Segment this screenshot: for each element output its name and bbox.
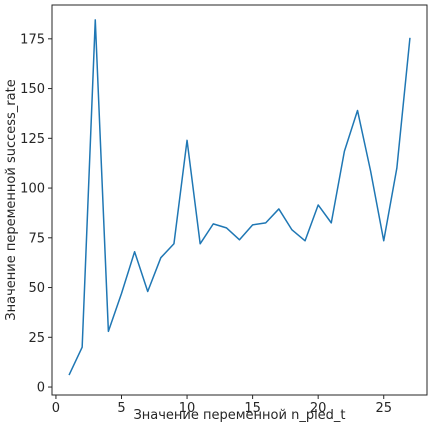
y-axis-ticks: 0 25 50 75 100 125 150 175 [20,32,52,396]
y-tick-label: 100 [20,182,45,197]
y-tick-label: 25 [28,331,45,346]
x-tick-label: 25 [375,401,392,416]
y-tick-label: 150 [20,82,45,97]
x-tick-label: 5 [117,401,125,416]
series-line-0 [68,19,411,376]
axes-frame [51,4,428,396]
plot-area [51,4,428,396]
x-axis-ticks: 0 5 10 15 20 25 [52,395,392,416]
x-tick-label: 0 [52,401,60,416]
y-tick-label: 0 [37,381,45,396]
x-tick-label: 20 [310,401,327,416]
x-axis-label: Значение переменной n_pled_t [133,408,345,423]
y-axis-label: Значение переменной success_rate [4,79,19,320]
y-tick-label: 125 [20,132,45,147]
y-tick-label: 75 [28,231,45,246]
y-tick-label: 50 [28,281,45,296]
x-tick-label: 15 [244,401,261,416]
y-tick-label: 175 [20,32,45,47]
x-tick-label: 10 [179,401,196,416]
